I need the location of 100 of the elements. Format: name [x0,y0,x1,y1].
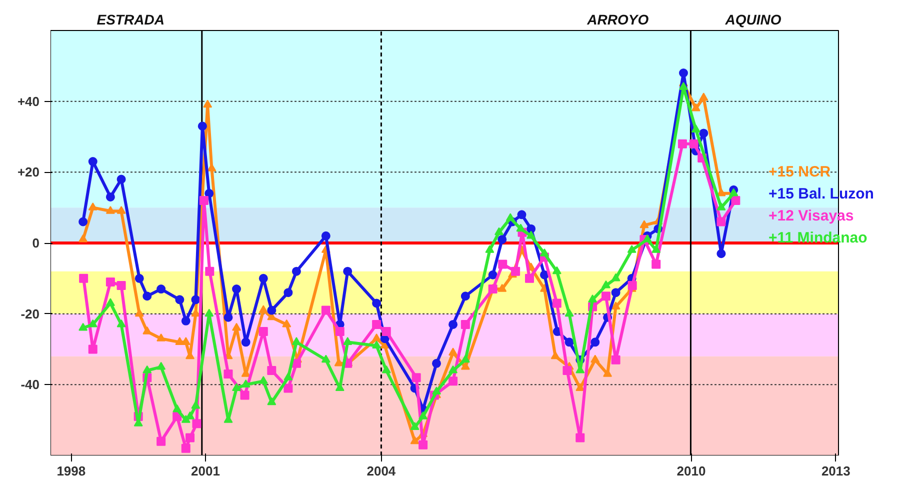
point [460,320,470,329]
x-tick-label: 2004 [366,464,396,478]
point [460,362,470,370]
point [432,386,441,395]
point [691,124,700,132]
point [432,358,441,368]
point [199,196,208,205]
point [181,444,190,453]
point [526,224,536,234]
annotation: AQUINO [724,12,782,28]
point [678,68,688,78]
point [516,224,526,232]
point [678,139,687,148]
point [716,202,726,210]
point [372,298,382,308]
y-tick-label: 0 [32,236,40,250]
point [506,213,515,222]
point [88,202,98,210]
point [372,340,382,349]
point [562,366,572,375]
point [485,244,494,253]
point [410,436,420,444]
point [689,139,698,148]
point [691,103,700,112]
point [156,436,166,446]
point [488,270,498,280]
point [204,308,214,317]
point [116,174,126,184]
x-tick-label: 1998 [56,464,86,478]
point [106,298,115,306]
point [106,277,115,286]
point [601,280,610,288]
x-tick-label: 2001 [191,464,220,478]
point [240,390,250,400]
point [156,362,166,370]
point [418,411,428,420]
point [78,234,88,242]
point [498,260,508,269]
point [78,217,88,226]
point [699,128,708,138]
point [628,281,637,290]
point [232,284,242,294]
y-tick-label: +40 [17,94,40,109]
point [282,319,292,328]
point [284,372,293,380]
point [142,365,152,374]
point [204,188,214,198]
point [652,260,661,269]
point [343,266,352,276]
point [321,354,330,363]
point [292,337,301,345]
point [552,266,562,274]
point [588,294,598,302]
annotation: ESTRADA [96,12,164,28]
point [88,157,98,166]
point [191,295,200,304]
point [267,306,276,315]
point [498,284,507,292]
point [134,308,144,317]
point [106,192,115,202]
point [716,249,726,258]
point [448,365,458,374]
point [205,266,214,276]
point [418,440,428,450]
point [186,433,195,442]
point [191,400,200,409]
point [590,354,600,363]
point [601,292,610,301]
point [116,319,126,328]
point [382,327,391,336]
x-tick-label: 2010 [676,464,706,478]
point [611,302,620,310]
point [267,397,276,406]
point [192,419,202,428]
point [142,292,152,301]
point [611,288,620,298]
annotation: ARROYO [586,12,649,28]
point [156,334,166,342]
point [716,217,726,226]
point [258,376,268,384]
point [448,320,458,329]
point [321,306,330,315]
point [550,351,560,360]
point [731,196,740,205]
point [181,316,190,326]
point [267,366,276,375]
point [611,273,620,282]
point [448,376,458,386]
point [142,326,152,334]
point [335,327,344,336]
point [642,234,652,242]
point [652,244,661,253]
point [540,270,549,280]
point [156,284,166,294]
point [460,354,470,363]
point [412,373,421,382]
point [88,344,98,354]
y-tick-label: +20 [17,164,40,180]
point [134,274,144,283]
point [511,266,520,276]
